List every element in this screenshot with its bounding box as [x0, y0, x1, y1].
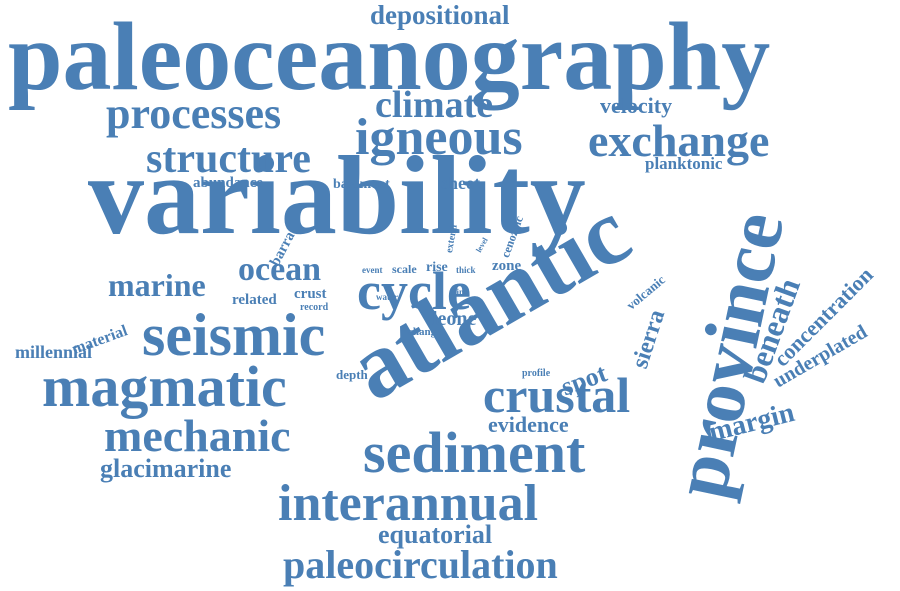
- word-basement: basement: [333, 178, 390, 192]
- word-climate: climate: [375, 86, 493, 124]
- word-velocity: velocity: [600, 95, 672, 117]
- word-water: water: [376, 293, 398, 302]
- word-glacimarine: glacimarine: [100, 456, 231, 482]
- word-change: change: [408, 327, 441, 338]
- word-record: record: [300, 303, 328, 313]
- word-scale: scale: [392, 263, 417, 275]
- word-evidence: evidence: [488, 414, 569, 436]
- word-zone: zone: [492, 259, 521, 274]
- word-structure: structure: [146, 138, 311, 180]
- word-event: event: [362, 266, 383, 275]
- word-planktonic: planktonic: [645, 155, 722, 172]
- word-rise: rise: [426, 261, 448, 275]
- word-processes: processes: [106, 92, 281, 136]
- word-line: line: [454, 288, 468, 297]
- word-material: material: [70, 323, 130, 358]
- word-equatorial: equatorial: [378, 522, 492, 548]
- word-thick: thick: [456, 266, 476, 275]
- word-magmatic: magmatic: [42, 358, 287, 416]
- word-mechanic: mechanic: [104, 413, 291, 459]
- word-depositional: depositional: [370, 2, 510, 29]
- word-crust: crust: [294, 287, 327, 302]
- word-sheet: sheet: [441, 174, 480, 192]
- word-sierra: sierra: [628, 307, 669, 371]
- word-depth: depth: [336, 368, 368, 381]
- word-marine: marine: [108, 269, 206, 301]
- word-profile: profile: [522, 369, 550, 379]
- word-related: related: [232, 293, 277, 308]
- word-paleocirculation: paleocirculation: [283, 545, 558, 585]
- word-abundance: abundance: [193, 176, 263, 191]
